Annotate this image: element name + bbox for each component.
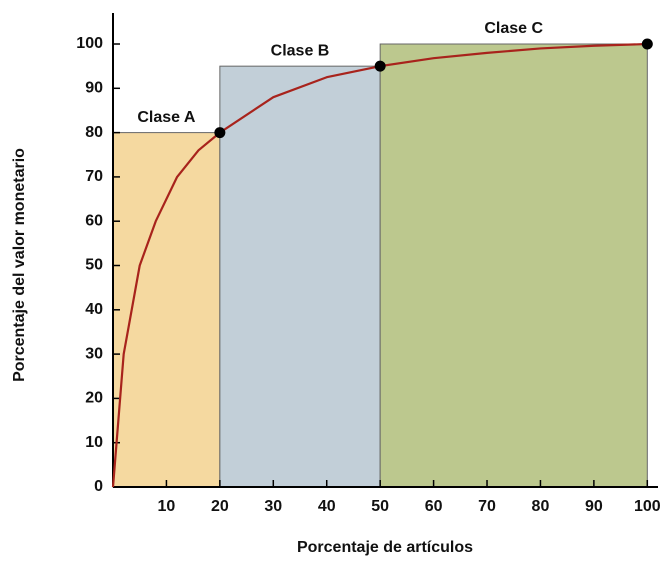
marker [641, 38, 653, 50]
curve [111, 42, 648, 488]
class-region [219, 65, 381, 488]
y-tick-label: 90 [85, 80, 103, 97]
x-tick-label: 40 [318, 498, 336, 515]
x-tick-label: 70 [478, 498, 496, 515]
y-tick-label: 20 [85, 390, 103, 407]
y-tick-label: 50 [85, 257, 103, 274]
y-tick-label: 10 [85, 434, 103, 451]
class-region [112, 132, 221, 488]
y-tick-label: 0 [94, 478, 103, 495]
x-tick-label: 90 [585, 498, 603, 515]
y-tick-label: 100 [76, 35, 103, 52]
class-label: Clase A [137, 109, 196, 126]
x-tick-label: 60 [425, 498, 443, 515]
marker [214, 127, 226, 139]
x-tick-label: 80 [532, 498, 550, 515]
x-tick-label: 50 [371, 498, 389, 515]
x-tick-label: 10 [158, 498, 176, 515]
class-label: Clase C [484, 20, 543, 37]
marker [374, 60, 386, 72]
y-tick-label: 70 [85, 168, 103, 185]
y-tick-label: 40 [85, 301, 103, 318]
y-tick-label: 30 [85, 345, 103, 362]
class-region [379, 43, 648, 488]
class-label: Clase B [271, 42, 330, 59]
x-tick-label: 100 [634, 498, 661, 515]
x-tick-label: 20 [211, 498, 229, 515]
y-tick-label: 80 [85, 124, 103, 141]
x-tick-label: 30 [264, 498, 282, 515]
x-axis-title: Porcentaje de artículos [297, 539, 473, 556]
y-tick-label: 60 [85, 212, 103, 229]
y-axis-title: Porcentaje del valor monetario [11, 148, 28, 382]
